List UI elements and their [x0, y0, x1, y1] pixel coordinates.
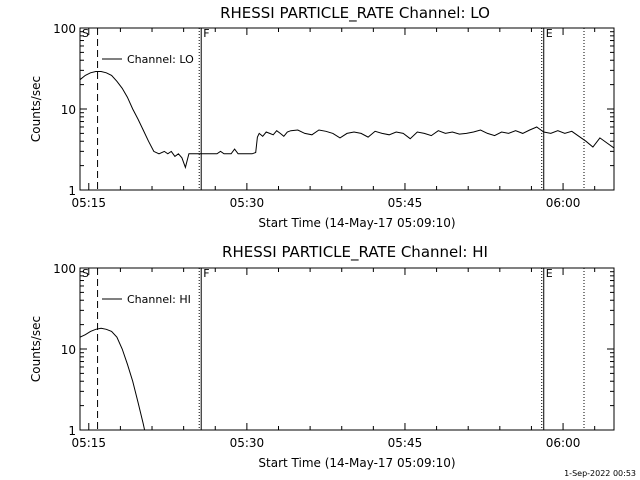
panel1-legend-label: Channel: LO	[127, 53, 194, 66]
panel1-marker-label-s: S	[82, 27, 89, 40]
footer-date: 1-Sep-2022 00:53	[564, 469, 636, 478]
panel1-x-axis-label: Start Time (14-May-17 05:09:10)	[258, 216, 455, 230]
panel2-legend-label: Channel: HI	[127, 293, 191, 306]
panel1-x-tick-label: 06:00	[546, 196, 581, 210]
panel2-y-tick-label: 100	[53, 262, 76, 276]
panel1-y-tick-label: 10	[61, 103, 76, 117]
panel1-series-line	[80, 71, 614, 170]
panel2-y-tick-label: 10	[61, 343, 76, 357]
panel2-x-tick-label: 06:00	[546, 436, 581, 450]
panel2-marker-label-f: F	[203, 267, 209, 280]
panel2-marker-label-e: E	[546, 267, 553, 280]
panel1-y-tick-label: 1	[68, 184, 76, 198]
panel1-x-tick-label: 05:45	[388, 196, 423, 210]
panel2-x-tick-label: 05:30	[230, 436, 265, 450]
panel2-marker-label-s: S	[82, 267, 89, 280]
panel2-x-tick-label: 05:15	[71, 436, 106, 450]
panel2-y-tick-label: 1	[68, 424, 76, 438]
panel1-y-axis-label: Counts/sec	[29, 76, 43, 142]
panel1-title: RHESSI PARTICLE_RATE Channel: LO	[220, 4, 490, 23]
panel1-marker-label-f: F	[203, 27, 209, 40]
panel2-x-axis-label: Start Time (14-May-17 05:09:10)	[258, 456, 455, 470]
panel2-series-line	[80, 327, 146, 430]
panel2-y-axis-label: Counts/sec	[29, 316, 43, 382]
panel1-marker-label-e: E	[546, 27, 553, 40]
panel1-x-tick-label: 05:30	[230, 196, 265, 210]
panel2-title: RHESSI PARTICLE_RATE Channel: HI	[222, 243, 488, 262]
panel2-x-tick-label: 05:45	[388, 436, 423, 450]
panel1-x-tick-label: 05:15	[71, 196, 106, 210]
panel1-y-tick-label: 100	[53, 22, 76, 36]
